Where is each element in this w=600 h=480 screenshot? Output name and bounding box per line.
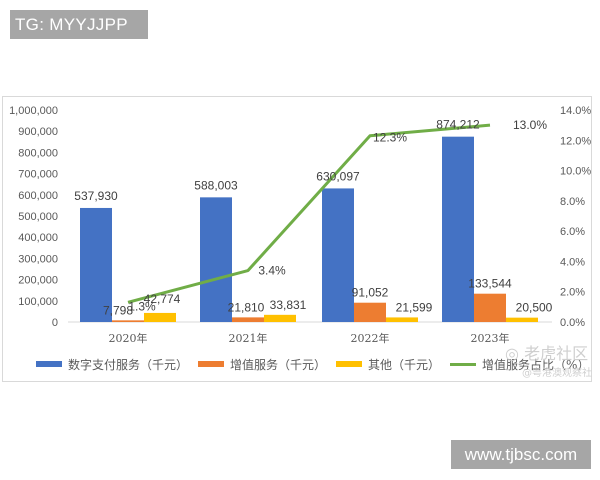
category-label: 2023年 (471, 331, 510, 345)
other-value-label: 33,831 (270, 298, 307, 312)
bar-value-added (354, 302, 386, 322)
right-axis: 14.0% 12.0% 10.0% 8.0% 6.0% 4.0% 2.0% 0.0% (560, 105, 591, 329)
left-tick-label: 0 (52, 317, 58, 329)
watermark-brand: ◎ 老虎社区 (505, 340, 588, 364)
ratio-value-label: 1.3% (128, 299, 156, 313)
ratio-value-label: 12.3% (373, 131, 407, 145)
bar-value-added (232, 317, 264, 322)
ratio-line-series (127, 123, 491, 304)
watermark-site: www.tjbsc.com (451, 440, 591, 469)
bar-digital-payment (322, 188, 354, 322)
legend-ratio: 增值服务占比（%） (450, 356, 589, 373)
left-tick-label: 200,000 (18, 275, 58, 287)
right-tick-label: 2.0% (560, 287, 585, 299)
digital-payment-value-label: 537,930 (74, 189, 118, 203)
left-tick-label: 600,000 (18, 190, 58, 202)
left-tick-label: 400,000 (18, 232, 58, 244)
value-added-value-label: 7,798 (103, 303, 133, 317)
legend-value-added: 增值服务（千元） (198, 356, 326, 373)
value-added-value-label: 21,810 (228, 300, 265, 314)
value-added-value-label: 133,544 (468, 277, 512, 291)
right-tick-label: 0.0% (560, 317, 585, 329)
value-added-value-label: 91,052 (352, 286, 389, 300)
category-label: 2021年 (229, 331, 268, 345)
left-tick-label: 100,000 (18, 296, 58, 308)
right-tick-label: 10.0% (560, 166, 591, 178)
right-tick-label: 4.0% (560, 256, 585, 268)
digital-payment-value-label: 874,212 (436, 118, 480, 132)
digital-payment-value-label: 630,097 (316, 169, 360, 183)
bar-other (144, 312, 176, 322)
legend-swatch-blue (36, 361, 62, 367)
left-tick-label: 900,000 (18, 126, 58, 138)
right-tick-label: 14.0% (560, 105, 591, 117)
watermark-tag: TG: MYYJJPP (10, 10, 148, 39)
left-tick-label: 700,000 (18, 169, 58, 181)
legend-label: 其他（千元） (368, 357, 441, 372)
bar-value-added (112, 320, 144, 322)
legend-label: 数字支付服务（千元） (68, 357, 189, 372)
right-tick-label: 6.0% (560, 226, 585, 238)
other-value-label: 20,500 (516, 301, 553, 315)
chart-legend: 数字支付服务（千元） 增值服务（千元） 其他（千元） 增值服务占比（%） (36, 354, 599, 374)
ratio-value-label: 13.0% (513, 118, 547, 132)
legend-digital-payment: 数字支付服务（千元） (36, 356, 188, 373)
other-value-label: 42,774 (144, 292, 181, 306)
right-tick-label: 12.0% (560, 135, 591, 147)
legend-label: 增值服务占比（%） (482, 357, 590, 372)
bar-digital-payment (200, 197, 232, 322)
bars (80, 136, 538, 322)
ratio-line (127, 123, 491, 304)
left-tick-label: 500,000 (18, 211, 58, 223)
brand-logo-icon: ◎ (505, 344, 519, 363)
bar-digital-payment (80, 207, 112, 322)
bar-other (506, 317, 538, 322)
category-label: 2020年 (109, 331, 148, 345)
data-labels: 537,930 588,003 630,097 874,212 7,798 21,810 9… (74, 118, 552, 318)
bar-value-added (474, 293, 506, 322)
watermark-source: @粤港澳观察社 (522, 368, 592, 379)
other-value-label: 21,599 (396, 300, 433, 314)
bar-digital-payment (442, 136, 474, 322)
legend-swatch-green-line (450, 362, 477, 366)
bar-other (386, 317, 418, 322)
left-tick-label: 1,000,000 (9, 105, 58, 117)
right-tick-label: 8.0% (560, 196, 585, 208)
left-axis: 1,000,000 900,000 800,000 700,000 600,000 500… (9, 105, 58, 329)
legend-label: 增值服务（千元） (230, 357, 327, 372)
brand-text: 老虎社区 (524, 344, 589, 363)
legend-other: 其他（千元） (336, 356, 440, 373)
left-tick-label: 300,000 (18, 253, 58, 265)
legend-swatch-orange (198, 361, 225, 367)
left-tick-label: 800,000 (18, 147, 58, 159)
digital-payment-value-label: 588,003 (194, 178, 238, 192)
category-label: 2022年 (351, 331, 390, 345)
ratio-value-label: 3.4% (258, 264, 286, 278)
bar-other (264, 314, 296, 322)
legend-swatch-yellow (336, 361, 363, 367)
category-labels: 2020年 2021年 2022年 2023年 (109, 331, 510, 345)
